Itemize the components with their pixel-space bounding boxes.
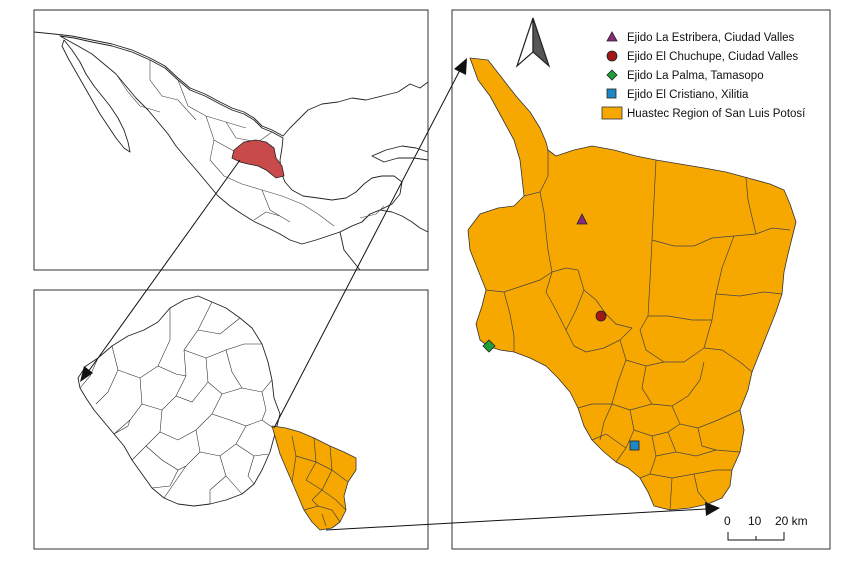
mexico-overview-panel (33, 9, 429, 271)
arrow-to-region-top (273, 69, 461, 429)
baja-california (61, 39, 131, 153)
huastec-municipality-borders (485, 150, 791, 511)
legend-label-cristiano: Ejido El Cristiano, Xilitia (627, 89, 749, 101)
legend-label-chuchupe: Ejido El Chuchupe, Ciudad Valles (627, 51, 798, 63)
usa-landmass (34, 10, 428, 137)
arrow-mexico-to-slp (87, 159, 241, 373)
arrowhead-slp (80, 366, 93, 382)
slp-municipalities-panel (33, 289, 429, 550)
north-arrow-icon (515, 17, 551, 68)
marker-la-palma (482, 339, 496, 353)
arrow-to-region-bottom (325, 508, 707, 531)
scale-label-10: 10 (748, 514, 762, 528)
huastec-region-polygon (467, 57, 797, 511)
legend-symbol-circle (606, 50, 618, 62)
legend-label-la-palma: Ejido La Palma, Tamasopo (627, 70, 764, 82)
scale-label-20: 20 km (775, 514, 808, 528)
legend: Ejido La Estribera, Ciudad Valles Ejido … (601, 31, 806, 120)
slp-municipality-borders (79, 301, 277, 504)
legend-symbol-triangle (606, 31, 618, 42)
slp-huasteca-region (271, 425, 357, 531)
legend-symbol-square (606, 88, 617, 99)
slp-huasteca-borders (291, 435, 349, 527)
central-america (339, 209, 428, 270)
san-luis-potosi-state (231, 139, 285, 179)
legend-label-estribera: Ejido La Estribera, Ciudad Valles (627, 32, 795, 44)
marker-la-estribera (576, 213, 588, 225)
arrowhead-region-top (454, 58, 467, 75)
connector-arrows (80, 58, 720, 531)
marker-el-chuchupe (595, 310, 607, 322)
scale-bar: 0 10 20 km (724, 514, 808, 541)
huastec-region-panel: Ejido La Estribera, Ciudad Valles Ejido … (451, 9, 831, 550)
scale-label-0: 0 (724, 514, 731, 528)
legend-label-region: Huastec Region of San Luis Potosí (627, 108, 806, 120)
legend-symbol-diamond (606, 69, 618, 81)
marker-el-cristiano (629, 440, 640, 451)
arrowhead-region-bottom (705, 502, 720, 516)
legend-symbol-region (601, 106, 623, 120)
